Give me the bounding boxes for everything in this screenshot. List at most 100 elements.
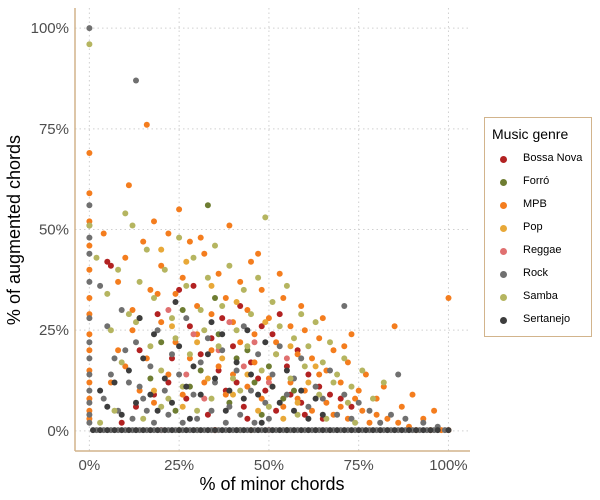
point-sertanejo [154, 407, 161, 414]
point-pop [287, 343, 294, 350]
point-sertanejo [183, 383, 190, 390]
point-samba [158, 367, 165, 374]
point-sertanejo [169, 427, 175, 434]
point-samba [172, 335, 179, 342]
point-reggae [201, 395, 208, 402]
point-mpb [222, 295, 229, 301]
point-sertanejo [248, 371, 254, 378]
point-mpb [176, 206, 183, 213]
y-tick-label: 0% [47, 423, 69, 440]
point-sertanejo [319, 427, 326, 434]
point-mpb [287, 323, 294, 330]
point-sertanejo [355, 427, 362, 434]
point-mpb [172, 339, 179, 346]
point-mpb [237, 278, 244, 285]
point-forro [212, 295, 218, 301]
point-rock [377, 419, 384, 426]
legend-item: Sertanejo [485, 310, 591, 333]
legend-label: Reggae [523, 244, 562, 256]
point-mpb [86, 379, 93, 386]
point-bossa-nova [258, 323, 265, 330]
point-rock [169, 351, 175, 358]
point-mpb [265, 315, 272, 322]
point-sertanejo [125, 427, 132, 434]
point-rock [107, 371, 114, 378]
point-samba [291, 335, 297, 342]
point-samba [287, 375, 294, 382]
point-forro [158, 339, 165, 346]
point-bossa-nova [186, 323, 193, 330]
point-forro [204, 202, 211, 209]
legend-label: Rock [523, 267, 549, 279]
point-mpb [226, 222, 233, 229]
point-pop [179, 403, 186, 410]
point-samba [97, 419, 104, 426]
point-reggae [251, 339, 258, 346]
point-sertanejo [319, 411, 326, 418]
point-mpb [215, 363, 222, 370]
point-rock [176, 371, 183, 378]
point-rock [133, 77, 139, 84]
point-samba [312, 319, 319, 326]
point-sertanejo [406, 427, 412, 434]
legend-label: Sertanejo [523, 313, 571, 325]
point-samba [140, 415, 147, 422]
point-rock [402, 415, 409, 422]
point-sertanejo [298, 427, 305, 434]
point-sertanejo [140, 427, 147, 434]
point-mpb [86, 242, 93, 249]
point-sertanejo [197, 427, 204, 434]
point-sertanejo [204, 427, 211, 434]
point-mpb [125, 182, 132, 189]
point-mpb [294, 351, 301, 358]
point-sertanejo [362, 427, 369, 434]
point-pop [312, 363, 319, 370]
point-sertanejo [147, 391, 154, 398]
point-bossa-nova [233, 379, 240, 386]
point-rock [140, 395, 147, 402]
point-sertanejo [427, 427, 434, 434]
point-reggae [165, 307, 172, 313]
point-samba [323, 415, 330, 422]
point-bossa-nova [237, 303, 244, 309]
point-rock [251, 419, 258, 426]
point-rock [204, 335, 211, 342]
point-pop [230, 391, 236, 398]
point-rock [366, 407, 373, 414]
point-mpb [398, 403, 405, 410]
point-forro [251, 379, 258, 386]
y-tick-label: 25% [39, 322, 69, 339]
point-sertanejo [197, 391, 204, 398]
point-samba [230, 375, 236, 382]
point-samba [136, 278, 143, 285]
point-mpb [122, 363, 129, 370]
point-sertanejo [125, 367, 132, 374]
point-samba [334, 371, 341, 378]
point-mpb [186, 355, 193, 362]
legend: Music genre Bossa Nova Forró MPB Pop Reggae R… [484, 117, 592, 337]
legend-label: MPB [523, 198, 547, 210]
point-samba [237, 387, 244, 394]
point-rock [179, 419, 186, 426]
point-mpb [129, 327, 136, 334]
point-pop [219, 355, 226, 362]
point-mpb [384, 415, 391, 422]
x-tick-label: 50% [254, 457, 284, 474]
point-sertanejo [398, 427, 405, 434]
point-samba [197, 307, 204, 313]
point-bossa-nova [136, 347, 143, 354]
point-forro [197, 367, 204, 374]
point-bossa-nova [197, 351, 204, 358]
point-rock [237, 411, 244, 418]
point-sertanejo [176, 343, 183, 350]
point-rock [111, 355, 118, 362]
point-samba [212, 242, 218, 249]
point-mpb [237, 339, 244, 346]
point-bossa-nova [276, 311, 283, 318]
point-samba [380, 379, 387, 386]
point-samba [151, 295, 157, 301]
point-mpb [172, 290, 179, 297]
x-axis-title: % of minor chords [199, 474, 344, 494]
point-rock [283, 391, 290, 398]
point-sertanejo [161, 427, 168, 434]
